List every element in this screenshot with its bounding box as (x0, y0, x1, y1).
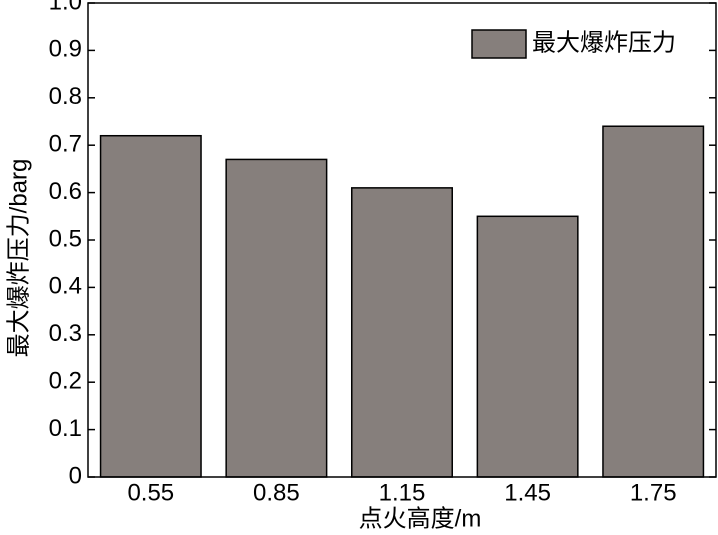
y-tick-label: 0.1 (49, 415, 82, 442)
x-tick-label: 1.45 (504, 479, 551, 506)
plot-frame (87, 2, 717, 478)
y-tick-label: 0.5 (49, 225, 82, 252)
y-tick-label: 0.8 (49, 83, 82, 110)
bar (225, 158, 328, 478)
y-tick-label: 0.3 (49, 320, 82, 347)
x-tick-label: 1.15 (379, 479, 426, 506)
x-axis-label: 点火高度/m (359, 505, 482, 532)
y-tick-label: 0.4 (49, 273, 82, 300)
y-tick-label: 1.0 (49, 0, 82, 15)
x-tick-label: 0.55 (127, 479, 174, 506)
bar (99, 134, 202, 478)
y-tick-label: 0 (69, 462, 82, 489)
bar (476, 215, 579, 478)
y-tick-label: 0.6 (49, 178, 82, 205)
y-axis-label: 最大爆炸压力/barg (5, 159, 32, 358)
x-tick-label: 0.85 (253, 479, 300, 506)
y-tick-label: 0.2 (49, 368, 82, 395)
y-tick-label: 0.9 (49, 36, 82, 63)
bar (602, 125, 705, 478)
x-tick-label: 1.75 (630, 479, 677, 506)
legend-label: 最大爆炸压力 (532, 29, 676, 56)
bar (351, 187, 453, 478)
y-tick-label: 0.7 (49, 131, 82, 158)
legend-swatch (471, 29, 527, 59)
